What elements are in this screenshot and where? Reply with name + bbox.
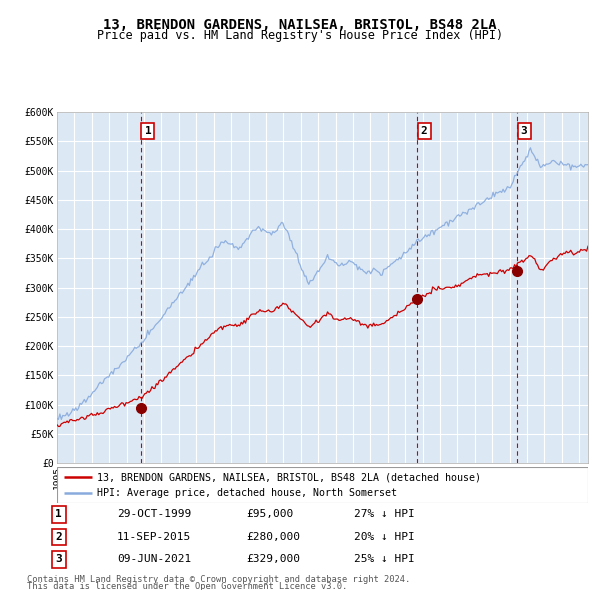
Text: £329,000: £329,000 [246, 555, 300, 564]
Text: 09-JUN-2021: 09-JUN-2021 [117, 555, 191, 564]
Text: 3: 3 [55, 555, 62, 564]
Text: 2: 2 [421, 126, 427, 136]
Text: 13, BRENDON GARDENS, NAILSEA, BRISTOL, BS48 2LA: 13, BRENDON GARDENS, NAILSEA, BRISTOL, B… [103, 18, 497, 32]
Text: 1: 1 [145, 126, 151, 136]
Text: 29-OCT-1999: 29-OCT-1999 [117, 510, 191, 519]
Text: HPI: Average price, detached house, North Somerset: HPI: Average price, detached house, Nort… [97, 488, 397, 498]
Text: 1: 1 [55, 510, 62, 519]
Text: 25% ↓ HPI: 25% ↓ HPI [354, 555, 415, 564]
Text: 2: 2 [55, 532, 62, 542]
Text: Contains HM Land Registry data © Crown copyright and database right 2024.: Contains HM Land Registry data © Crown c… [27, 575, 410, 584]
Text: £95,000: £95,000 [246, 510, 293, 519]
Text: 20% ↓ HPI: 20% ↓ HPI [354, 532, 415, 542]
Text: 27% ↓ HPI: 27% ↓ HPI [354, 510, 415, 519]
Text: This data is licensed under the Open Government Licence v3.0.: This data is licensed under the Open Gov… [27, 582, 347, 590]
Text: £280,000: £280,000 [246, 532, 300, 542]
Text: 11-SEP-2015: 11-SEP-2015 [117, 532, 191, 542]
Text: Price paid vs. HM Land Registry's House Price Index (HPI): Price paid vs. HM Land Registry's House … [97, 30, 503, 42]
Text: 13, BRENDON GARDENS, NAILSEA, BRISTOL, BS48 2LA (detached house): 13, BRENDON GARDENS, NAILSEA, BRISTOL, B… [97, 472, 481, 482]
Text: 3: 3 [521, 126, 527, 136]
